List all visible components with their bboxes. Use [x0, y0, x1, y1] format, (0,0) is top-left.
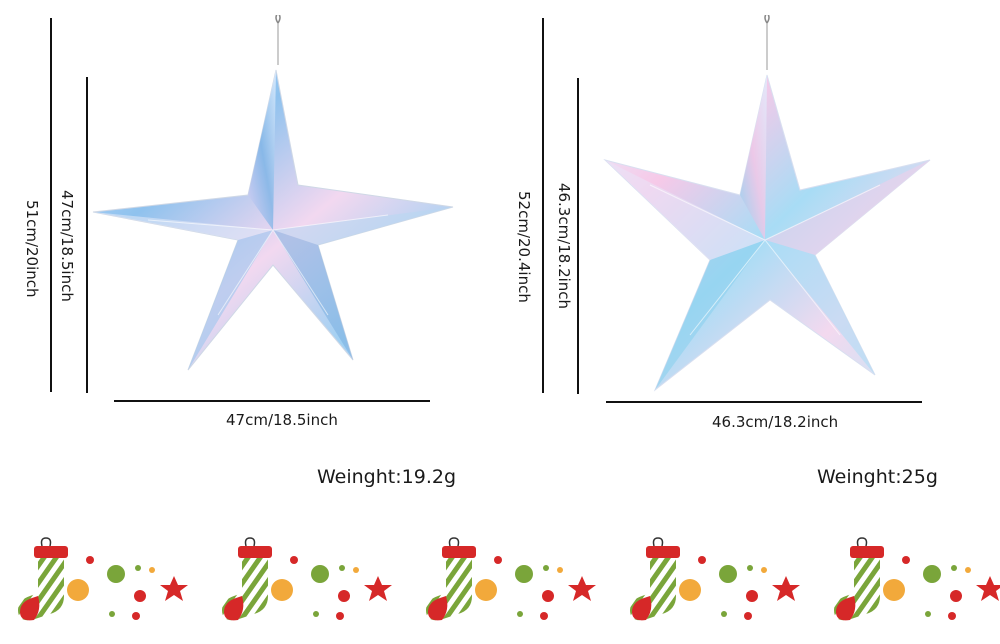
right-inner-height-line [577, 78, 579, 394]
right-width-line [606, 401, 922, 403]
left-width-label: 47cm/18.5inch [226, 411, 338, 429]
left-width-line [114, 400, 430, 402]
stocking-icon [629, 537, 800, 622]
left-outer-height-label: 51cm/20inch [23, 200, 41, 298]
christmas-stocking-border [17, 537, 1000, 622]
right-weight-label: Weinght:25g [817, 466, 938, 488]
left-outer-height-line [50, 18, 52, 392]
left-star-image [92, 15, 454, 371]
right-star-image [603, 15, 931, 392]
right-inner-height-label: 46.3cm/18.2inch [555, 182, 573, 310]
right-outer-height-label: 52cm/20.4inch [515, 191, 533, 303]
left-weight-label: Weinght:19.2g [317, 466, 457, 488]
right-width-label: 46.3cm/18.2inch [712, 413, 839, 431]
stocking-icon [833, 537, 1000, 622]
stocking-icon [221, 537, 392, 622]
right-outer-height-line [542, 18, 544, 393]
left-inner-height-label: 47cm/18.5inch [58, 190, 76, 302]
left-inner-height-line [86, 77, 88, 393]
stocking-icon [17, 537, 188, 622]
stocking-icon [425, 537, 596, 622]
